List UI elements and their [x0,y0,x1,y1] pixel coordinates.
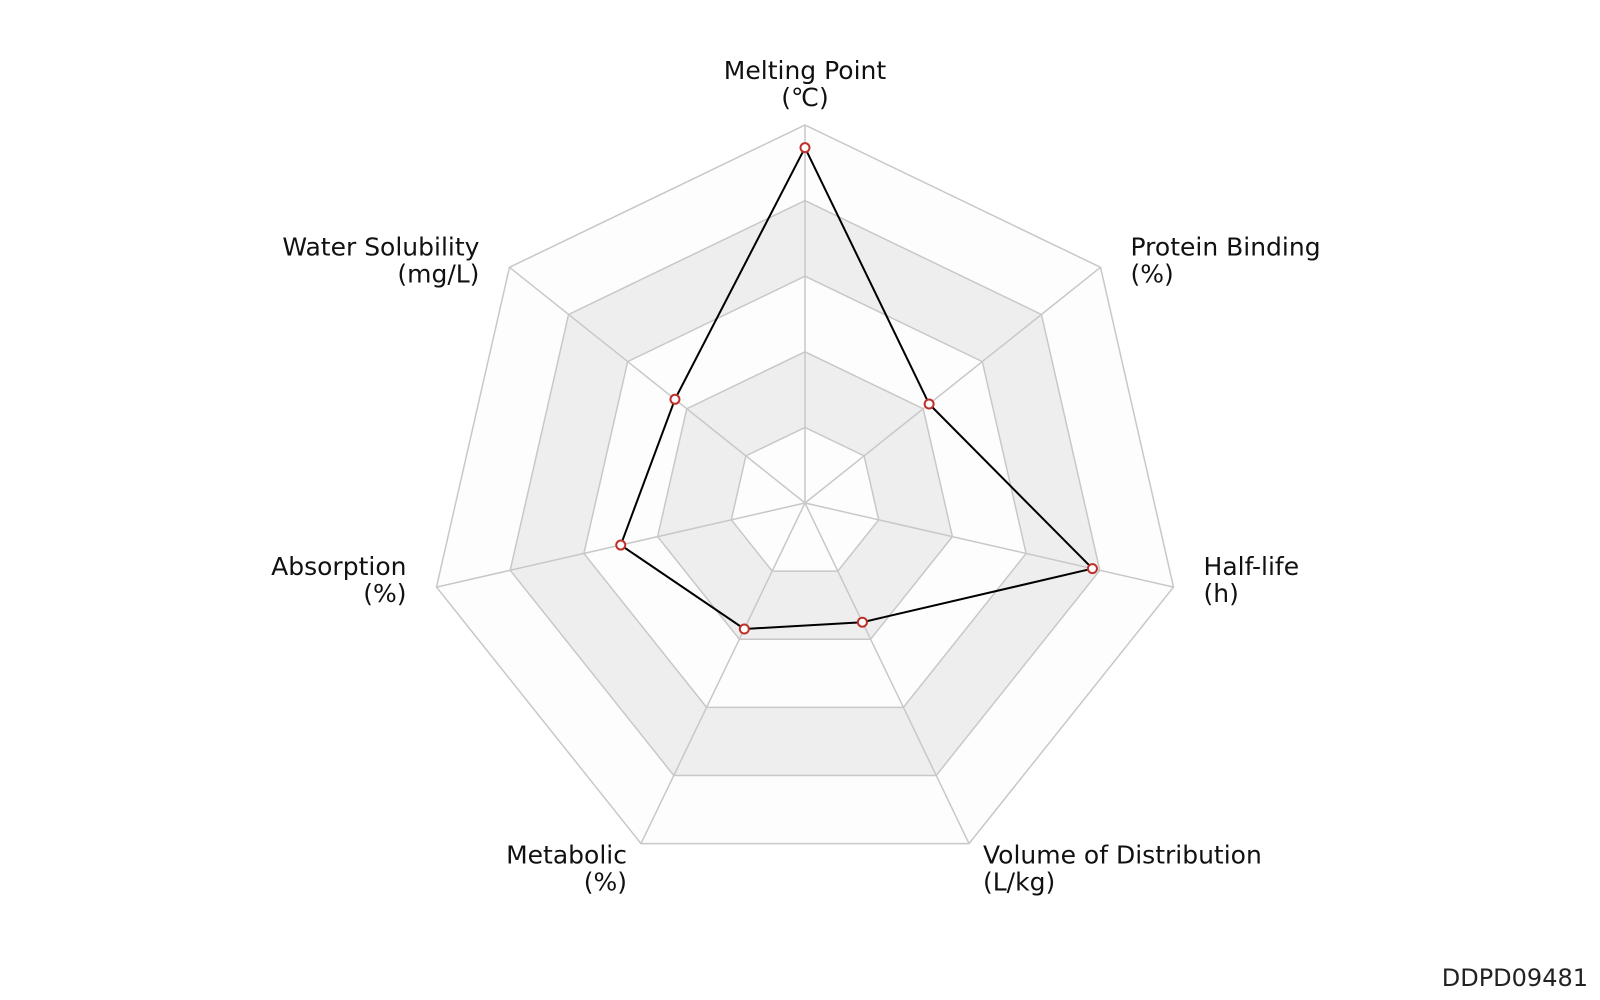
data-point-1 [923,398,935,410]
data-point-3 [856,616,868,628]
axis-label-name: Half-life [1204,552,1300,581]
axis-label-unit: (h) [1204,579,1239,608]
axis-label-4: Metabolic (%) [506,841,627,897]
axis-spoke-4 [640,502,806,844]
axis-label-unit: (mg/L) [397,259,479,288]
axis-label-name: Protein Binding [1131,232,1321,261]
axis-label-5: Absorption (%) [271,552,406,608]
axis-label-2: Half-life (h) [1204,552,1300,608]
data-point-4 [738,623,750,635]
axis-label-6: Water Solubility (mg/L) [282,232,479,288]
axis-label-3: Volume of Distribution (L/kg) [983,841,1262,897]
axis-label-unit: (%) [584,868,627,897]
figure-id-label: DDPD09481 [1441,964,1588,992]
axis-label-unit: (L/kg) [983,868,1055,897]
data-point-5 [615,539,627,551]
axis-label-unit: (%) [1131,259,1174,288]
axis-label-name: Melting Point [724,56,887,85]
axis-label-0: Melting Point (℃) [724,56,887,112]
axis-spoke-2 [804,502,1174,588]
data-point-0 [799,142,811,154]
data-point-2 [1086,563,1098,575]
axis-label-name: Water Solubility [282,232,479,261]
axis-label-unit: (℃) [781,83,829,112]
axis-spoke-1 [804,266,1101,504]
axis-label-name: Volume of Distribution [983,841,1262,870]
axis-label-name: Absorption [271,552,406,581]
axis-label-name: Metabolic [506,841,627,870]
data-point-6 [669,393,681,405]
series-line-0 [619,145,1095,631]
axis-spoke-3 [804,502,970,844]
axis-spoke-6 [509,266,806,504]
axis-label-unit: (%) [363,579,406,608]
axis-label-1: Protein Binding (%) [1131,232,1321,288]
